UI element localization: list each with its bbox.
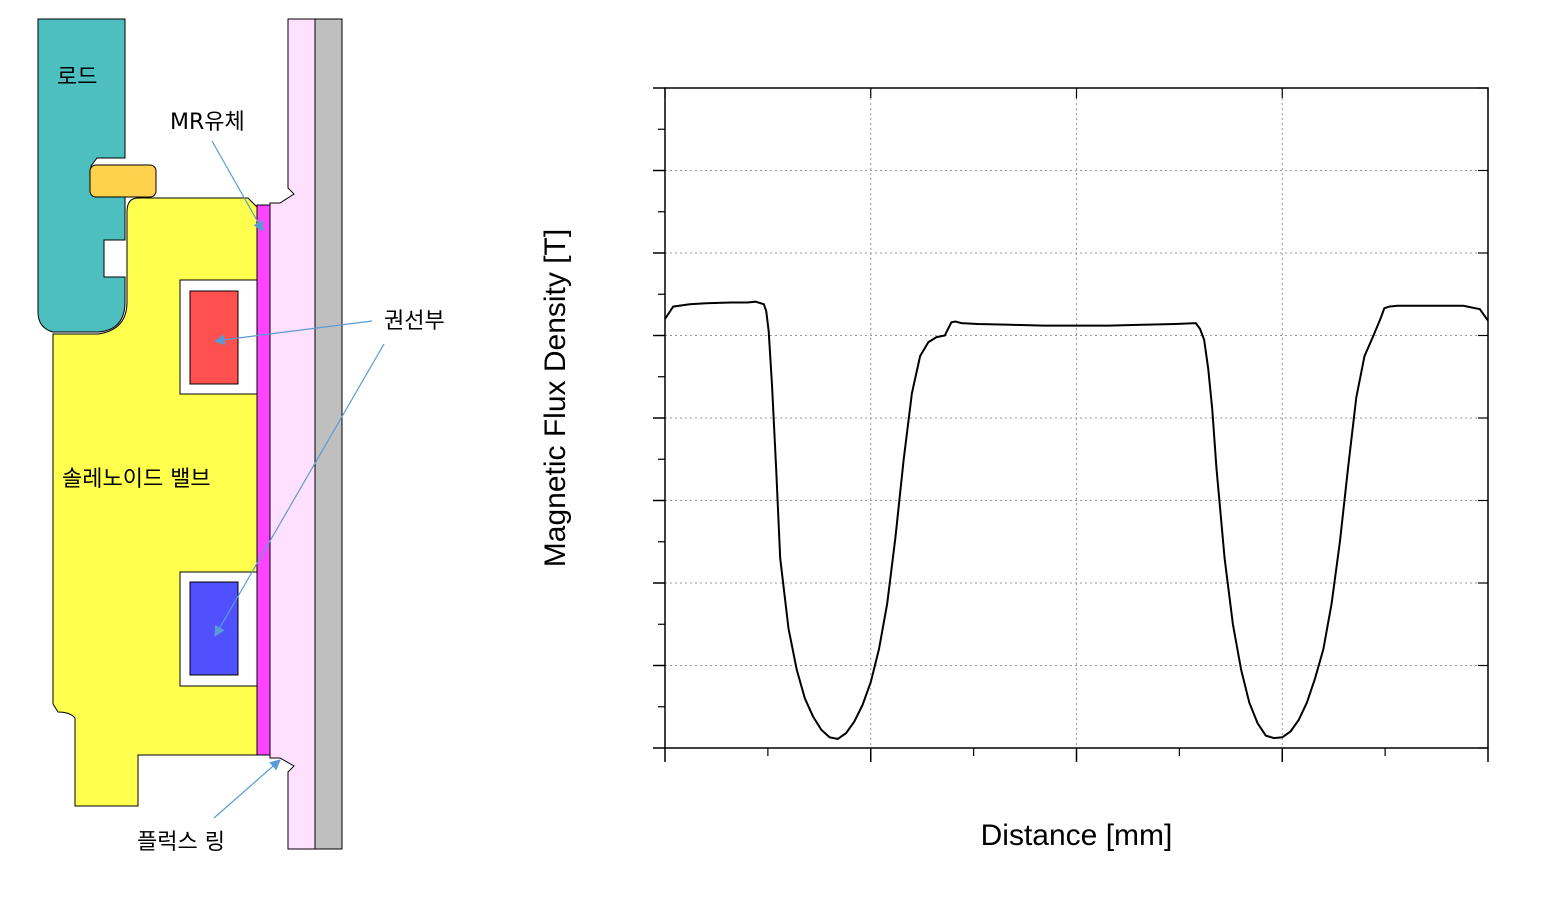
flux-density-chart: Distance [mm] Magnetic Flux Density [T] <box>539 87 1489 852</box>
coil-arrow-bottom <box>214 343 385 637</box>
flux-density-line <box>664 300 1489 740</box>
mr-fluid-label: MR유체 <box>170 110 245 135</box>
cylinder-wall <box>314 18 343 850</box>
flux-ring-arrow <box>213 759 281 819</box>
coil-label: 권선부 <box>384 309 445 334</box>
chart-grid <box>665 88 1488 748</box>
solenoid-valve-label: 솔레노이드 밸브 <box>62 467 211 492</box>
mr-fluid-arrow <box>211 140 264 232</box>
flux-ring <box>269 18 316 850</box>
coil-winding-bottom <box>189 581 239 676</box>
coil-arrow-top <box>213 320 373 346</box>
rod-label: 로드 <box>57 65 97 90</box>
coil-winding-top <box>189 290 239 385</box>
x-axis-label: Distance [mm] <box>981 819 1173 852</box>
mr-fluid-gap <box>256 204 271 756</box>
axis-ticks <box>653 87 1489 762</box>
cross-section-diagram: 로드 MR유체 권선부 솔레노이드 밸브 플럭스 링 <box>37 18 445 855</box>
y-axis-label: Magnetic Flux Density [T] <box>539 229 572 567</box>
flux-ring-label: 플럭스 링 <box>137 830 225 855</box>
seal <box>89 164 157 198</box>
